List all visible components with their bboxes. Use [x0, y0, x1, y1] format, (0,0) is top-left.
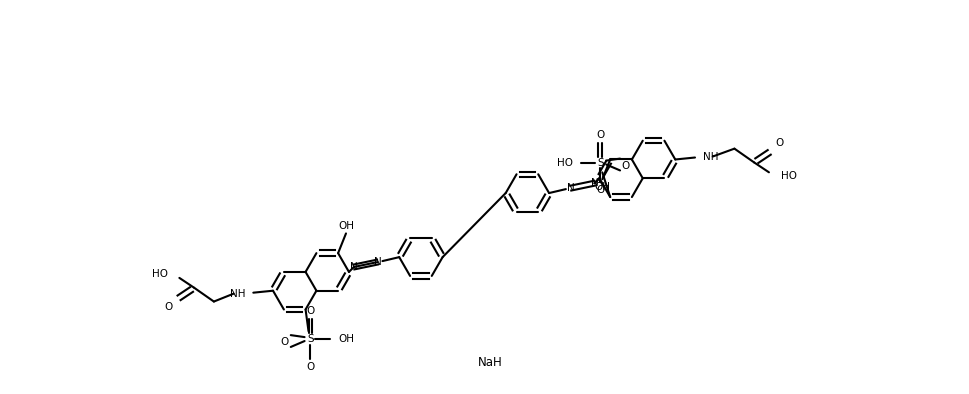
Text: OH: OH — [337, 221, 354, 230]
Text: S: S — [307, 334, 314, 344]
Text: NH: NH — [230, 289, 245, 299]
Text: HO: HO — [780, 171, 796, 181]
Text: O: O — [164, 303, 172, 312]
Text: N: N — [350, 262, 358, 272]
Text: N: N — [590, 178, 598, 188]
Text: HO: HO — [556, 158, 572, 167]
Text: O: O — [306, 362, 314, 372]
Text: O: O — [775, 138, 783, 148]
Text: OH: OH — [338, 334, 354, 344]
Text: O: O — [280, 337, 289, 347]
Text: O: O — [596, 185, 604, 195]
Text: O: O — [621, 160, 630, 171]
Text: O: O — [596, 130, 604, 140]
Text: NaH: NaH — [477, 356, 502, 369]
Text: HO: HO — [151, 269, 168, 279]
Text: NH: NH — [703, 152, 718, 162]
Text: N: N — [373, 257, 381, 267]
Text: N: N — [566, 183, 574, 193]
Text: O: O — [306, 307, 314, 316]
Text: S: S — [597, 158, 603, 167]
Text: OH: OH — [594, 182, 610, 192]
